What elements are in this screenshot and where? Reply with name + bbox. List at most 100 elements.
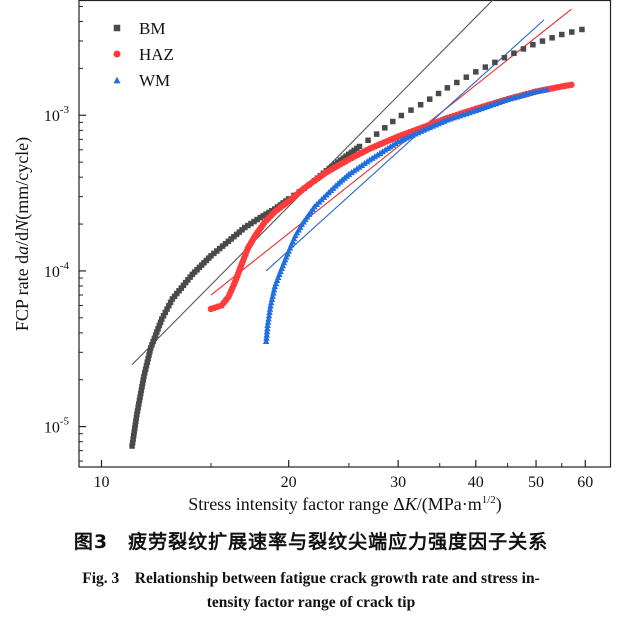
data-point (141, 373, 147, 380)
data-point (133, 418, 139, 425)
legend-label-haz: HAZ (139, 45, 174, 64)
data-point (389, 141, 397, 148)
data-point (135, 404, 141, 411)
data-point (366, 156, 373, 163)
data-point (134, 408, 141, 414)
data-point (132, 425, 138, 432)
data-point (492, 59, 498, 66)
series-wm (262, 86, 550, 345)
data-point (387, 143, 394, 150)
data-point (373, 131, 380, 137)
data-point (214, 248, 220, 254)
data-point (264, 318, 272, 325)
data-point (266, 308, 273, 316)
data-point (543, 86, 550, 93)
data-point (131, 429, 137, 435)
data-point (147, 348, 153, 355)
x-tick-label-1: 20 (281, 474, 297, 491)
data-point (568, 81, 575, 89)
data-point (444, 85, 451, 91)
data-point (219, 243, 226, 249)
data-point (408, 107, 414, 113)
data-point (129, 439, 136, 446)
data-point (160, 313, 167, 319)
fit-line-haz (210, 8, 572, 296)
series-bm (129, 26, 585, 449)
data-point (265, 315, 272, 322)
data-point (356, 163, 363, 170)
data-point (254, 216, 260, 223)
data-point (137, 394, 143, 400)
data-point (569, 29, 575, 35)
legend: BM HAZ WM (113, 19, 174, 90)
data-point (263, 211, 269, 217)
data-point (139, 380, 146, 387)
data-point (381, 146, 389, 153)
figure-caption-english-line1: Fig. 3 Relationship between fatigue crac… (82, 570, 540, 587)
data-point (384, 144, 392, 152)
data-point (216, 245, 223, 252)
data-point (266, 305, 274, 312)
data-point (285, 247, 292, 254)
x-axis-label: Stress intensity factor range ΔK/(MPa·m1… (188, 494, 502, 515)
data-point (167, 299, 174, 306)
data-point (350, 167, 358, 174)
data-point (242, 224, 248, 231)
data-point (164, 306, 170, 312)
data-point (139, 383, 145, 390)
figure-caption-english-line2: tensity factor range of crack tip (206, 594, 416, 611)
data-point (267, 302, 274, 309)
data-point (369, 154, 376, 161)
data-point (356, 143, 363, 150)
data-point (222, 240, 229, 247)
data-point (149, 341, 155, 348)
data-point (156, 322, 163, 329)
data-point (159, 316, 165, 322)
legend-marker-wm (113, 76, 121, 84)
data-point (132, 422, 139, 428)
data-point (549, 35, 555, 41)
data-point (136, 401, 142, 407)
data-point (398, 112, 405, 119)
y-axis-label: FCP rate da/dN(mm/cycle) (12, 137, 33, 331)
data-point (363, 158, 371, 165)
data-point (162, 309, 169, 316)
data-point (208, 253, 214, 259)
data-point (559, 31, 565, 38)
data-point (136, 397, 143, 404)
y-tick-label-0: 10-5 (44, 416, 70, 437)
data-point (157, 319, 164, 326)
data-point (138, 387, 145, 393)
data-point (353, 165, 360, 172)
data-point (146, 352, 152, 358)
data-point (145, 355, 151, 362)
data-point (130, 436, 136, 442)
data-point (463, 74, 470, 80)
data-point (426, 96, 433, 102)
data-point (155, 325, 161, 332)
data-point (392, 139, 399, 147)
data-point (268, 295, 276, 303)
data-point (144, 359, 151, 365)
data-point (435, 90, 442, 97)
x-tick-label-0: 10 (94, 474, 110, 491)
data-point (269, 292, 276, 299)
data-point (262, 337, 270, 345)
data-point (267, 299, 275, 306)
data-point (142, 366, 149, 373)
data-point (137, 390, 144, 397)
legend-label-bm: BM (139, 19, 165, 38)
data-point (473, 69, 479, 75)
data-point (140, 377, 147, 383)
fit-line-wm (265, 19, 545, 272)
data-point (382, 125, 388, 131)
data-point (263, 331, 270, 338)
data-point (365, 137, 371, 144)
data-point (152, 332, 159, 338)
data-point (150, 338, 156, 345)
data-point (263, 334, 270, 341)
x-tick-label-4: 50 (528, 474, 544, 491)
data-point (345, 170, 353, 177)
data-point (245, 222, 251, 229)
data-point (289, 238, 296, 245)
